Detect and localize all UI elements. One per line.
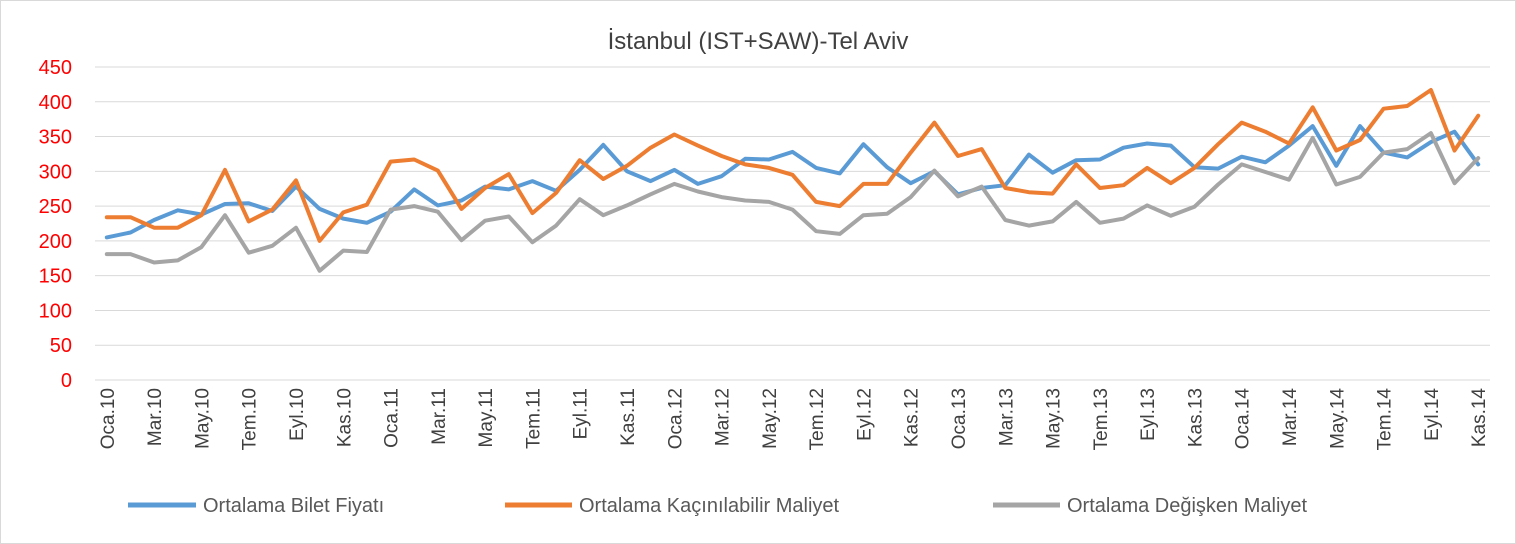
series-line-2 [104,88,1481,243]
series-line-3 [104,131,1481,273]
legend-label-3: Ortalama Değişken Maliyet [1067,495,1308,517]
x-tick-label: Mar.11 [429,388,450,445]
x-tick-label: Oca.12 [665,388,686,449]
x-tick-label: Eyl.13 [1138,388,1159,441]
x-tick-label: Eyl.10 [287,388,308,441]
x-tick-label: May.10 [192,388,213,449]
x-tick-label: Kas.11 [618,388,639,446]
y-tick-label: 50 [50,335,72,357]
x-tick-label: May.13 [1044,388,1065,449]
chart-title: İstanbul (IST+SAW)-Tel Aviv [608,28,909,55]
x-tick-label: Tem.14 [1375,388,1396,451]
x-tick-label: Oca.14 [1233,388,1254,450]
x-tick-label: Mar.14 [1280,388,1301,447]
x-tick-label: May.11 [476,388,497,448]
y-tick-label: 450 [39,57,72,79]
x-tick-label: Tem.12 [807,388,828,450]
y-tick-label: 350 [39,127,72,149]
x-tick-label: Eyl.14 [1422,388,1443,441]
x-tick-label: Oca.10 [98,388,119,449]
x-tick-label: Tem.11 [523,388,544,449]
x-tick-label: Oca.13 [949,388,970,449]
x-tick-label: May.12 [760,388,781,449]
x-tick-label: Kas.12 [902,388,923,447]
x-tick-label: Kas.14 [1469,388,1490,448]
y-tick-label: 250 [39,196,72,218]
x-tick-label: Eyl.12 [854,388,875,441]
x-tick-label: Tem.13 [1091,388,1112,450]
legend-label-1: Ortalama Bilet Fiyatı [203,495,384,517]
x-tick-label: Tem.10 [240,388,261,450]
x-tick-label: Kas.10 [334,388,355,447]
legend-label-2: Ortalama Kaçınılabilir Maliyet [579,495,840,517]
x-tick-label: Kas.13 [1185,388,1206,447]
x-tick-label: Mar.13 [996,388,1017,446]
x-tick-label: Mar.10 [145,388,166,446]
y-tick-label: 100 [39,300,72,322]
y-tick-label: 300 [39,161,72,183]
x-tick-label: Mar.12 [713,388,734,446]
x-tick-label: Oca.11 [382,388,403,448]
y-tick-label: 0 [61,370,72,392]
series-line-1 [104,124,1481,240]
x-tick-label: May.14 [1327,388,1348,449]
y-tick-label: 150 [39,266,72,288]
y-tick-label: 400 [39,92,72,114]
x-tick-label: Eyl.11 [571,388,592,439]
y-tick-label: 200 [39,231,72,253]
